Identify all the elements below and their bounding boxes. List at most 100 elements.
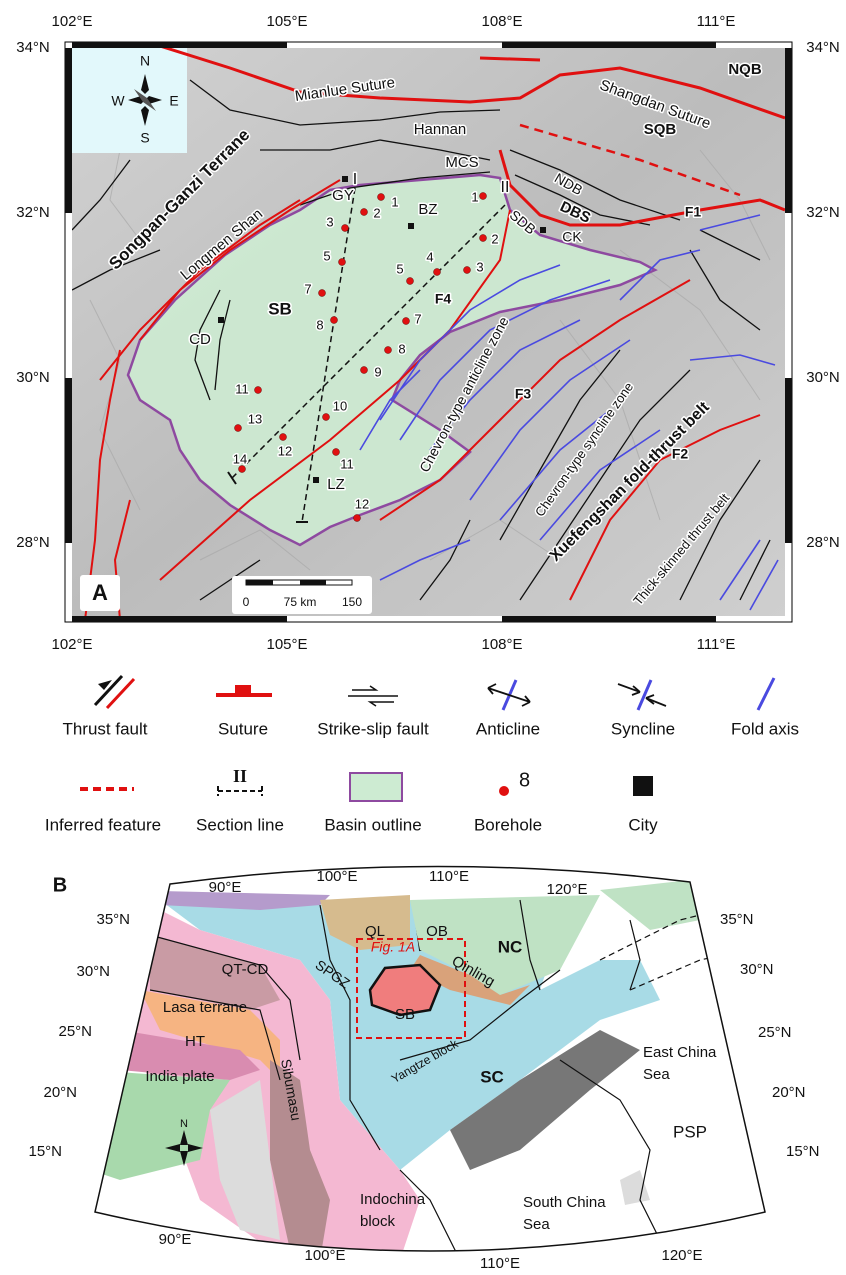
borehole: [434, 269, 441, 276]
panel-label: B: [53, 874, 67, 896]
map-label: Fig. 1A: [371, 939, 415, 955]
panel-label: A: [92, 580, 108, 605]
borehole-label: 5: [396, 261, 403, 276]
figure: 102°E102°E105°E105°E108°E108°E111°E111°E…: [0, 0, 846, 1275]
map-label: block: [360, 1213, 396, 1230]
map-label: Hannan: [414, 121, 467, 138]
legend-label: Syncline: [611, 719, 675, 738]
lon-tick-label: 90°E: [209, 879, 242, 896]
legend-label: Borehole: [474, 815, 542, 834]
legend-label: Thrust fault: [62, 719, 147, 738]
borehole: [480, 235, 487, 242]
map-shape: [72, 42, 287, 48]
borehole: [361, 367, 368, 374]
borehole-label: 14: [233, 451, 247, 466]
lat-tick-label: 30°N: [740, 961, 774, 978]
map-label: Lasa terrane: [163, 999, 247, 1016]
borehole: [385, 347, 392, 354]
map-shape: [638, 680, 651, 710]
map-shape: [72, 616, 287, 622]
lat-tick-label: 32°N: [806, 204, 840, 221]
map-shape: [342, 176, 348, 182]
borehole: [354, 515, 361, 522]
lat-tick-label: 20°N: [772, 1084, 806, 1101]
map-label: SQB: [644, 121, 677, 138]
map-shape: [502, 616, 716, 622]
map-shape: [350, 773, 402, 801]
map-label: South China: [523, 1194, 606, 1211]
borehole-label: 10: [333, 398, 347, 413]
lon-tick-label: 102°E: [51, 636, 92, 653]
map-label: F1: [685, 204, 702, 220]
borehole: [403, 318, 410, 325]
map-label: MCS: [445, 154, 478, 171]
lat-tick-label: 20°N: [43, 1084, 77, 1101]
borehole-label: 7: [414, 311, 421, 326]
map-shape: [107, 679, 134, 708]
borehole: [319, 290, 326, 297]
lat-tick-label: 32°N: [16, 204, 50, 221]
borehole-label: 5: [323, 248, 330, 263]
compass-label: N: [140, 53, 150, 69]
lat-tick-label: 34°N: [16, 39, 50, 56]
lat-tick-label: 28°N: [806, 534, 840, 551]
legend-label: Anticline: [476, 719, 540, 738]
lon-tick-label: 102°E: [51, 13, 92, 30]
scale-label: 0: [243, 595, 250, 609]
lon-tick-label: 110°E: [480, 1255, 520, 1272]
legend-label: Strike-slip fault: [317, 719, 429, 738]
legend-label: Suture: [218, 719, 268, 738]
lat-tick-label: 30°N: [16, 369, 50, 386]
lat-tick-label: 30°N: [76, 963, 110, 980]
section-label: I: [353, 171, 357, 188]
borehole: [331, 317, 338, 324]
map-label: CK: [562, 229, 582, 245]
map-shape: [758, 678, 774, 710]
borehole: [342, 225, 349, 232]
legend-label: Fold axis: [731, 719, 799, 738]
lon-tick-label: 120°E: [546, 881, 587, 898]
legend-symbol: 8: [519, 769, 530, 791]
map-shape: [218, 317, 224, 323]
map-label: N: [180, 1118, 188, 1130]
borehole-label: 11: [235, 381, 249, 396]
map-label: HT: [185, 1033, 205, 1050]
map-shape: [313, 477, 319, 483]
borehole-label: 8: [316, 317, 323, 332]
lon-tick-label: 111°E: [697, 636, 736, 653]
map-shape: [540, 227, 546, 233]
map-shape: [95, 676, 122, 705]
lon-tick-label: 108°E: [481, 636, 522, 653]
map-label: CD: [189, 331, 211, 348]
lon-tick-label: 100°E: [304, 1247, 345, 1264]
borehole: [378, 194, 385, 201]
lon-tick-label: 105°E: [266, 13, 307, 30]
map-label: Sea: [523, 1216, 550, 1233]
legend-label: Inferred feature: [45, 815, 161, 834]
map-shape: [499, 786, 509, 796]
borehole-label: 9: [374, 364, 381, 379]
map-label: GY: [332, 187, 354, 204]
lat-tick-label: 28°N: [16, 534, 50, 551]
map-shape: [488, 684, 530, 706]
map-shape: [246, 580, 273, 585]
borehole: [280, 434, 287, 441]
map-label: QT-CD: [222, 961, 269, 978]
borehole-label: 3: [476, 259, 483, 274]
map-label: NQB: [728, 61, 762, 78]
map-label: Sea: [643, 1066, 670, 1083]
borehole: [239, 466, 246, 473]
compass-label: S: [140, 130, 149, 146]
borehole-label: 3: [326, 214, 333, 229]
map-shape: [65, 378, 72, 543]
legend-label: Section line: [196, 815, 284, 834]
map-shape: [235, 685, 251, 694]
borehole: [235, 425, 242, 432]
lat-tick-label: 30°N: [806, 369, 840, 386]
borehole-label: 12: [278, 443, 292, 458]
map-shape: [480, 58, 540, 60]
compass-label: E: [169, 93, 178, 109]
map-label: SC: [480, 1067, 504, 1086]
borehole-label: 13: [248, 411, 262, 426]
map-label: SB: [395, 1006, 415, 1023]
